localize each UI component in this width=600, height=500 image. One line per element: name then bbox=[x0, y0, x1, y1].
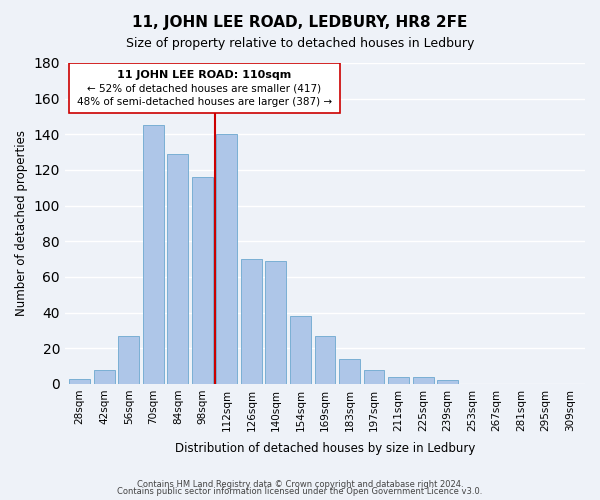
Bar bbox=[241, 259, 262, 384]
Text: Contains public sector information licensed under the Open Government Licence v3: Contains public sector information licen… bbox=[118, 487, 482, 496]
Bar bbox=[314, 336, 335, 384]
Bar bbox=[143, 126, 164, 384]
Bar bbox=[413, 377, 434, 384]
Text: 11 JOHN LEE ROAD: 110sqm: 11 JOHN LEE ROAD: 110sqm bbox=[117, 70, 291, 80]
Bar bbox=[265, 261, 286, 384]
Bar bbox=[388, 377, 409, 384]
Bar bbox=[217, 134, 237, 384]
Bar bbox=[192, 177, 213, 384]
Bar bbox=[69, 378, 90, 384]
Y-axis label: Number of detached properties: Number of detached properties bbox=[15, 130, 28, 316]
Bar bbox=[339, 359, 360, 384]
Bar bbox=[94, 370, 115, 384]
Text: 11, JOHN LEE ROAD, LEDBURY, HR8 2FE: 11, JOHN LEE ROAD, LEDBURY, HR8 2FE bbox=[133, 15, 467, 30]
X-axis label: Distribution of detached houses by size in Ledbury: Distribution of detached houses by size … bbox=[175, 442, 475, 455]
Text: ← 52% of detached houses are smaller (417): ← 52% of detached houses are smaller (41… bbox=[87, 84, 321, 94]
Bar bbox=[290, 316, 311, 384]
Bar bbox=[167, 154, 188, 384]
Bar bbox=[364, 370, 385, 384]
FancyBboxPatch shape bbox=[68, 63, 340, 113]
Text: Size of property relative to detached houses in Ledbury: Size of property relative to detached ho… bbox=[126, 38, 474, 51]
Text: Contains HM Land Registry data © Crown copyright and database right 2024.: Contains HM Land Registry data © Crown c… bbox=[137, 480, 463, 489]
Bar bbox=[118, 336, 139, 384]
Text: 48% of semi-detached houses are larger (387) →: 48% of semi-detached houses are larger (… bbox=[77, 97, 332, 107]
Bar bbox=[437, 380, 458, 384]
